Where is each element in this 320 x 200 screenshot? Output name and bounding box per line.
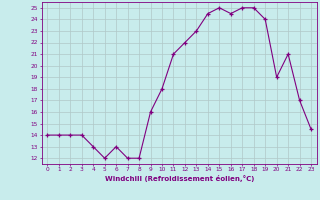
X-axis label: Windchill (Refroidissement éolien,°C): Windchill (Refroidissement éolien,°C) — [105, 175, 254, 182]
